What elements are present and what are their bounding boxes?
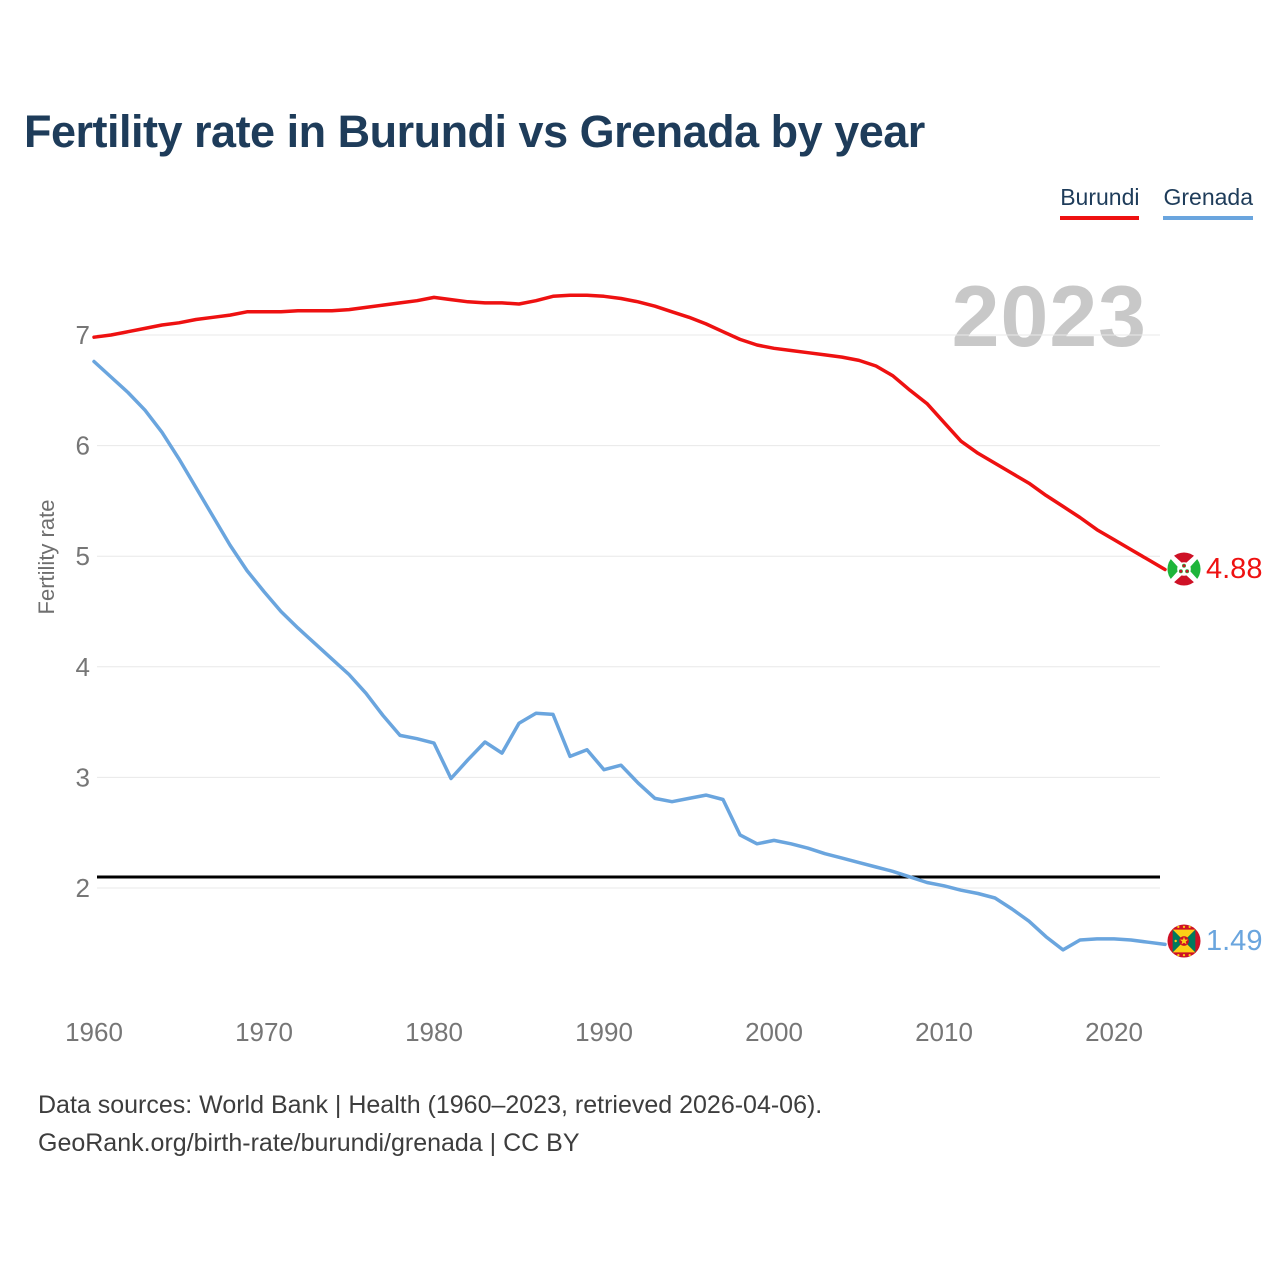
legend-item-grenada[interactable]: Grenada — [1163, 184, 1253, 220]
footer-sources: Data sources: World Bank | Health (1960–… — [38, 1091, 823, 1119]
y-tick-label: 3 — [76, 762, 90, 792]
grenada-end-value: 1.49 — [1206, 925, 1263, 957]
burundi-flag-icon — [1167, 552, 1201, 586]
grenada-line — [92, 359, 1167, 952]
legend: Burundi Grenada — [1060, 184, 1253, 220]
footer: Data sources: World Bank | Health (1960–… — [38, 1086, 822, 1162]
chart-title: Fertility rate in Burundi vs Grenada by … — [24, 106, 925, 157]
x-tick-label: 2000 — [745, 1017, 803, 1047]
y-tick-label: 6 — [76, 431, 90, 461]
y-tick-label: 7 — [76, 320, 90, 350]
burundi-line — [92, 293, 1167, 572]
legend-item-burundi[interactable]: Burundi — [1060, 184, 1140, 220]
year-watermark: 2023 — [951, 269, 1147, 365]
grenada-flag-icon — [1167, 924, 1201, 958]
burundi-end-value: 4.88 — [1206, 553, 1263, 585]
x-tick-label: 1990 — [575, 1017, 633, 1047]
x-tick-label: 2010 — [915, 1017, 973, 1047]
y-tick-label: 2 — [76, 873, 90, 903]
y-tick-label: 5 — [76, 541, 90, 571]
footer-attribution: GeoRank.org/birth-rate/burundi/grenada |… — [38, 1129, 580, 1157]
x-tick-label: 1960 — [65, 1017, 123, 1047]
y-tick-label: 4 — [76, 652, 90, 682]
x-tick-label: 1970 — [235, 1017, 293, 1047]
x-tick-label: 1980 — [405, 1017, 463, 1047]
x-tick-label: 2020 — [1085, 1017, 1143, 1047]
